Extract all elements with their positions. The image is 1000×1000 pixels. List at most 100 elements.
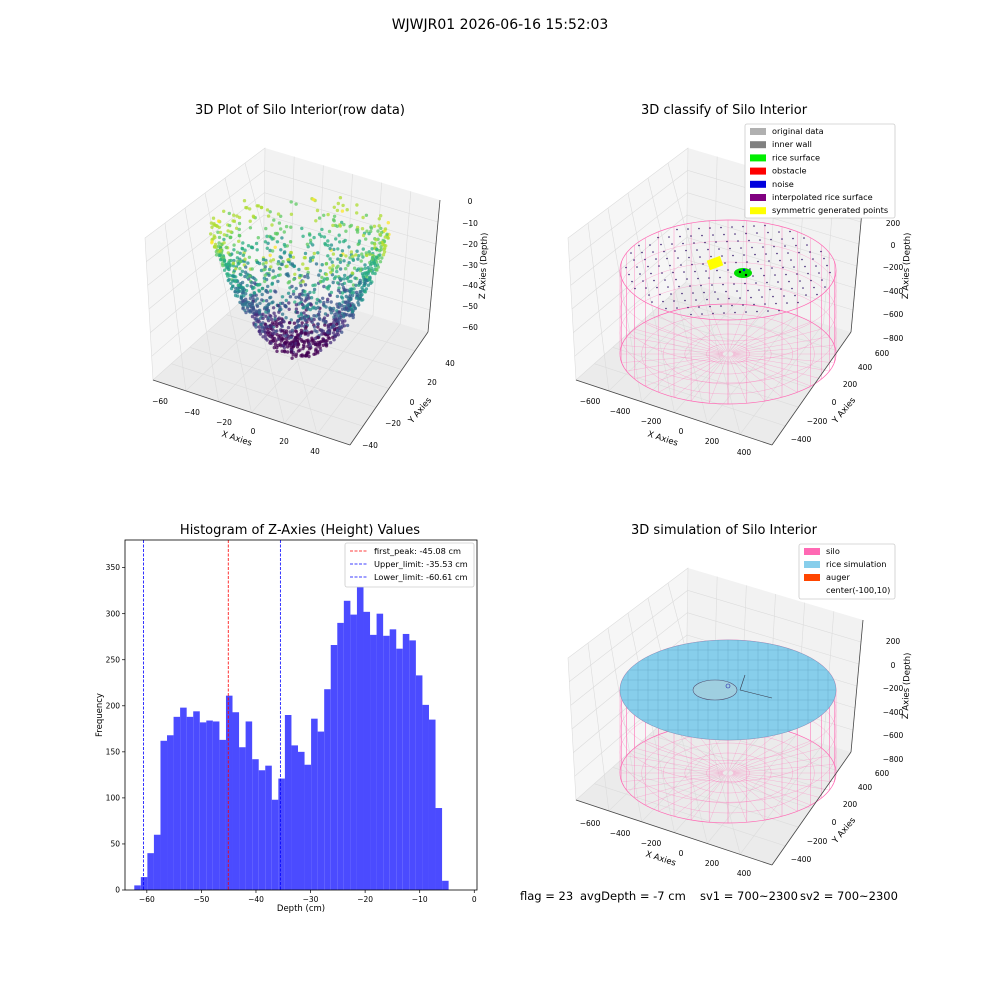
raw-point — [364, 237, 368, 241]
raw-point — [343, 273, 347, 278]
raw-point — [283, 334, 288, 338]
surface-point — [791, 287, 793, 290]
raw-point — [356, 300, 360, 305]
surface-point — [801, 258, 803, 261]
classify-plot-title: 3D classify of Silo Interior — [640, 103, 808, 118]
surface-point — [699, 256, 701, 258]
raw-point — [260, 298, 264, 302]
raw-point — [386, 221, 390, 225]
raw-point — [327, 336, 332, 341]
surface-point — [797, 301, 799, 304]
raw-point — [339, 277, 343, 281]
raw-point — [338, 260, 343, 264]
histogram-bar — [160, 740, 168, 890]
raw-point — [331, 331, 336, 335]
raw-point — [286, 325, 291, 330]
surface-point — [826, 264, 828, 267]
raw-point — [284, 224, 289, 229]
raw-point — [248, 207, 252, 211]
x-axis-label: Depth (cm) — [277, 904, 325, 914]
raw-point — [280, 349, 284, 353]
raw-point — [269, 325, 273, 329]
surface-point — [645, 287, 647, 289]
surface-point — [692, 292, 694, 294]
x-axis-line — [575, 799, 773, 866]
y-tick: 0 — [410, 398, 415, 407]
raw-point — [227, 211, 231, 216]
surface-point — [676, 307, 678, 309]
surface-point — [701, 313, 703, 315]
raw-point — [263, 279, 267, 284]
histogram-bar — [396, 648, 403, 890]
raw-point — [346, 263, 350, 267]
raw-point — [342, 222, 346, 227]
raw-point — [326, 326, 331, 330]
legend-box — [744, 123, 896, 219]
raw-point — [334, 237, 338, 241]
raw-point — [303, 283, 308, 287]
raw-point — [294, 202, 298, 206]
raw-point — [275, 332, 279, 337]
status-flag: flag = 23 — [520, 889, 574, 903]
surface-point — [639, 273, 641, 275]
raw-point — [243, 270, 248, 274]
raw-point — [370, 257, 375, 261]
raw-point — [311, 197, 316, 202]
raw-point — [377, 217, 381, 221]
raw-point — [357, 281, 362, 285]
histogram-axes: −60 −50 −40 −30 −20 −10 0 0 50 100 150 200 250 300 35… — [95, 539, 478, 914]
silo-floor-spoke — [621, 773, 723, 782]
raw-point — [281, 260, 285, 264]
x-axis-line — [152, 379, 351, 446]
raw-point — [277, 310, 281, 314]
silo-floor-spoke — [732, 747, 822, 772]
raw-point — [303, 274, 307, 279]
raw-point — [381, 242, 385, 247]
surface-point — [823, 257, 825, 260]
noise-point — [738, 270, 742, 274]
raw-point — [374, 268, 378, 272]
raw-point — [297, 314, 301, 318]
raw-point — [364, 251, 368, 255]
surface-point — [683, 271, 685, 273]
legend-swatch — [750, 207, 766, 215]
y-tick: 200 — [843, 800, 858, 809]
raw-point — [317, 273, 321, 277]
surface-point — [686, 278, 688, 280]
surface-point — [677, 257, 679, 259]
x-tick: −20 — [357, 895, 373, 904]
legend-label: obstacle — [772, 166, 807, 176]
raw-point — [304, 318, 308, 322]
raw-point — [335, 322, 339, 326]
surface-point — [657, 236, 659, 239]
z-axis-label: Z Axies (Depth) — [478, 232, 490, 299]
raw-point — [303, 251, 308, 256]
raw-point — [329, 270, 333, 274]
histogram-bar — [356, 586, 364, 890]
raw-point — [301, 234, 305, 238]
histogram-bar — [370, 634, 377, 890]
silo-floor-spoke — [626, 755, 723, 773]
surface-point — [758, 289, 760, 291]
surface-point — [780, 288, 782, 290]
raw-point — [336, 247, 340, 251]
raw-point — [316, 251, 320, 255]
silo-floor-spoke — [673, 356, 726, 398]
raw-point — [328, 246, 332, 251]
surface-point — [778, 231, 780, 233]
raw-point — [232, 213, 236, 217]
raw-point — [254, 322, 258, 327]
surface-point — [747, 289, 749, 292]
raw-point — [209, 221, 214, 225]
raw-point — [317, 342, 322, 346]
histogram-bar — [278, 778, 285, 890]
legend-swatch — [804, 574, 820, 581]
raw-point — [282, 341, 287, 345]
surface-point — [711, 284, 713, 286]
raw-point — [287, 257, 291, 262]
surface-point — [651, 301, 653, 303]
surface-point — [688, 256, 690, 259]
silo-floor-spoke — [730, 775, 783, 817]
raw-point — [291, 353, 295, 357]
surface-point — [706, 298, 708, 301]
